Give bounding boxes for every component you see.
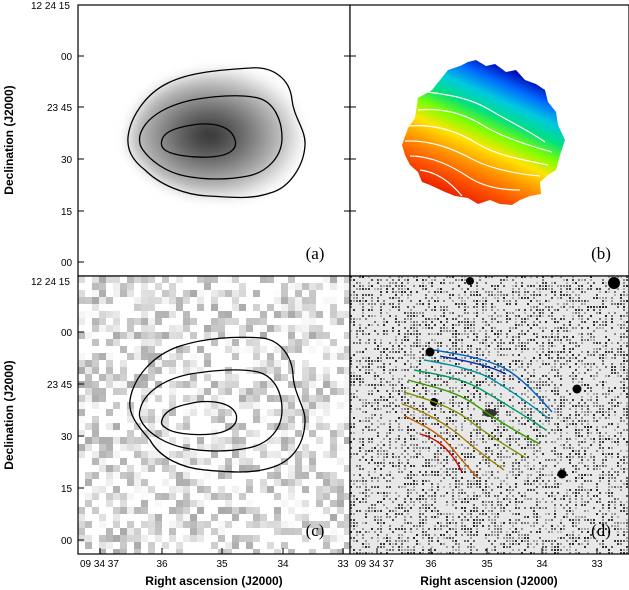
dec-tick: 30: [61, 432, 73, 443]
contour-middle: [138, 369, 283, 452]
dec-tick: 12 24 15: [31, 1, 70, 12]
dec-tick: 00: [61, 328, 73, 339]
dec-tick: 15: [61, 207, 73, 218]
panel-b-label: (b): [591, 244, 611, 263]
isovelocity-contour: [403, 391, 527, 459]
dec-tick-labels-upper: 12 24 15 00 23 45 30 15 00: [31, 1, 73, 269]
dec-tick: 12 24 15: [31, 277, 70, 288]
panel-a-label: (a): [306, 244, 325, 263]
ra-tick: 09 34 37: [355, 559, 394, 570]
panel-a: (a): [77, 4, 351, 277]
ra-tick: 35: [216, 559, 228, 570]
isovelocity-contour: [423, 359, 549, 419]
panel-c-label: (c): [306, 521, 325, 540]
dec-tick: 00: [61, 258, 73, 269]
isovelocity-contours-colored: [401, 349, 553, 479]
panel-d: (d): [349, 275, 629, 555]
y-axis-label-top: Declination (J2000): [2, 85, 16, 194]
optical-image: [350, 276, 628, 554]
contour-inner: [160, 400, 238, 436]
panel-b: (b): [349, 4, 629, 277]
contour-outer: [129, 336, 306, 473]
intensity-blob: [127, 67, 306, 198]
dec-tick: 30: [61, 155, 73, 166]
ra-tick: 33: [337, 559, 349, 570]
ra-tick-labels-left: 09 34 37 36 35 34 33: [80, 559, 349, 570]
ra-tick: 34: [277, 559, 289, 570]
dec-tick: 00: [61, 536, 73, 547]
dec-tick-labels-lower: 12 24 15 00 23 45 30 15 00: [31, 277, 73, 547]
ra-tick: 36: [156, 559, 168, 570]
panel-c: (c): [77, 275, 351, 555]
contour-middle: [138, 95, 283, 180]
ra-tick-labels-right: 09 34 37 36 35 34 33: [355, 559, 603, 570]
isovelocity-contour: [401, 403, 505, 471]
isovelocity-contour: [407, 379, 541, 445]
isovelocity-contours-white: [404, 91, 553, 197]
dec-tick: 00: [61, 52, 73, 63]
isovelocity-contour: [413, 369, 547, 431]
isovelocity-contour: [433, 349, 553, 413]
contour-inner: [160, 123, 237, 158]
x-axis-label-right: Right ascension (J2000): [420, 574, 557, 588]
dec-tick: 23 45: [47, 103, 72, 114]
noise-field: [78, 276, 350, 554]
isovelocity-contour: [419, 433, 463, 473]
isovelocity-contour: [439, 355, 507, 375]
contour-outer: [127, 67, 306, 199]
axis-ticks: [78, 55, 598, 554]
ra-tick: 34: [536, 559, 548, 570]
x-axis-label-left: Right ascension (J2000): [145, 574, 282, 588]
dec-tick: 15: [61, 484, 73, 495]
ra-tick: 36: [425, 559, 437, 570]
isovelocity-contour: [404, 415, 479, 479]
dec-tick: 23 45: [47, 380, 72, 391]
ra-tick: 33: [591, 559, 603, 570]
velocity-field: [402, 60, 565, 205]
ra-tick: 09 34 37: [80, 559, 119, 570]
ra-tick: 35: [481, 559, 493, 570]
panel-d-label: (d): [591, 521, 611, 540]
y-axis-label-bottom: Declination (J2000): [2, 360, 16, 469]
